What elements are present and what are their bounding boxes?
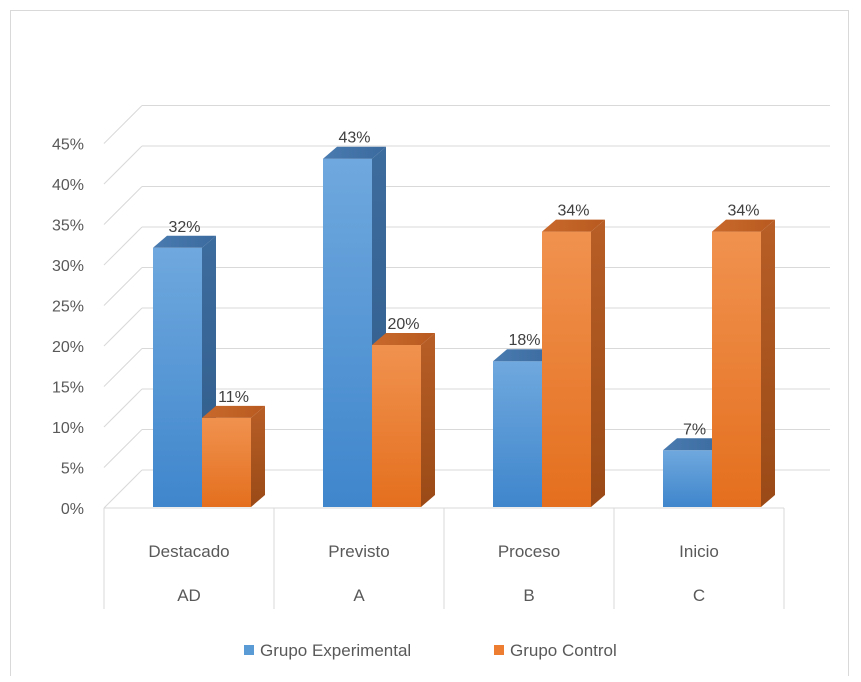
bar-front-face [323, 158, 372, 507]
bar-top-face [712, 219, 775, 232]
bar-side-face [591, 219, 605, 507]
data-label: 7% [683, 421, 706, 438]
data-label: 20% [387, 316, 419, 333]
gridline-diagonal [103, 105, 143, 144]
bar-front-face [202, 417, 251, 507]
gridline-diagonal [103, 267, 143, 306]
gridline-diagonal [103, 388, 143, 428]
category-label: Inicio [679, 542, 719, 561]
bar-side-face [761, 219, 775, 507]
category-code-label: A [353, 586, 365, 605]
data-label: 32% [168, 219, 200, 236]
y-tick-label: 0% [61, 501, 84, 518]
legend: Grupo Experimental Grupo Control [244, 641, 617, 660]
bar-front-face [663, 450, 712, 507]
legend-swatch [494, 645, 504, 655]
data-label: 34% [727, 203, 759, 220]
legend-label: Grupo Control [510, 641, 617, 660]
y-tick-label: 40% [52, 177, 84, 194]
bar-top-face [323, 146, 386, 159]
bar-front-face [493, 361, 542, 507]
category-code-label: B [523, 586, 534, 605]
bar-front-face [712, 231, 761, 507]
category-label: Proceso [498, 542, 560, 561]
bar [372, 333, 435, 507]
y-tick-label: 35% [52, 218, 84, 235]
data-label: 11% [218, 389, 249, 406]
bar [712, 219, 775, 507]
bar-side-face [251, 405, 265, 507]
data-label: 43% [338, 130, 370, 147]
category-code-label: C [693, 586, 705, 605]
category-label: Previsto [328, 542, 389, 561]
bar-front-face [372, 345, 421, 507]
bar-top-face [493, 349, 556, 362]
bar-top-face [202, 405, 265, 418]
gridline-diagonal [103, 186, 143, 225]
bar-layer [153, 146, 775, 508]
data-label: 34% [557, 203, 589, 220]
bar [202, 405, 265, 507]
bar-front-face [542, 231, 591, 507]
legend-label: Grupo Experimental [260, 641, 411, 660]
category-label: Destacado [148, 542, 229, 561]
bar [323, 146, 386, 507]
bar-top-face [542, 219, 605, 232]
category-code-label: AD [177, 586, 201, 605]
axis-layer: 0% 5% 10% 15% 20% 25% 30% 35% 40% 45% Destacado AD P… [52, 137, 785, 609]
bar-side-face [421, 333, 435, 507]
gridline-diagonal [103, 348, 143, 387]
y-tick-label: 20% [52, 339, 84, 356]
chart-svg: 0% 5% 10% 15% 20% 25% 30% 35% 40% 45% Destacado AD P… [52, 105, 830, 660]
y-tick-label: 25% [52, 299, 84, 316]
gridline-diagonal [103, 469, 143, 509]
y-tick-label: 5% [61, 461, 84, 478]
bar-top-face [372, 333, 435, 345]
bar-top-face [153, 235, 216, 248]
y-tick-label: 30% [52, 258, 84, 275]
gridline-diagonal [103, 307, 143, 347]
chart-frame: 0% 5% 10% 15% 20% 25% 30% 35% 40% 45% Destacado AD P… [10, 10, 849, 676]
data-label-layer: 32% 11% 43% 20% 18% 34% 7% 34% [168, 130, 759, 439]
y-tick-label: 15% [52, 380, 84, 397]
bar-top-face [663, 438, 726, 451]
bar [542, 219, 605, 507]
gridline-diagonal [103, 429, 143, 468]
gridline-diagonal [103, 145, 143, 185]
data-label: 18% [508, 332, 540, 349]
legend-swatch [244, 645, 254, 655]
y-tick-label: 10% [52, 420, 84, 437]
y-tick-label: 45% [52, 137, 84, 154]
gridline-diagonal [103, 226, 143, 266]
bar-front-face [153, 247, 202, 508]
